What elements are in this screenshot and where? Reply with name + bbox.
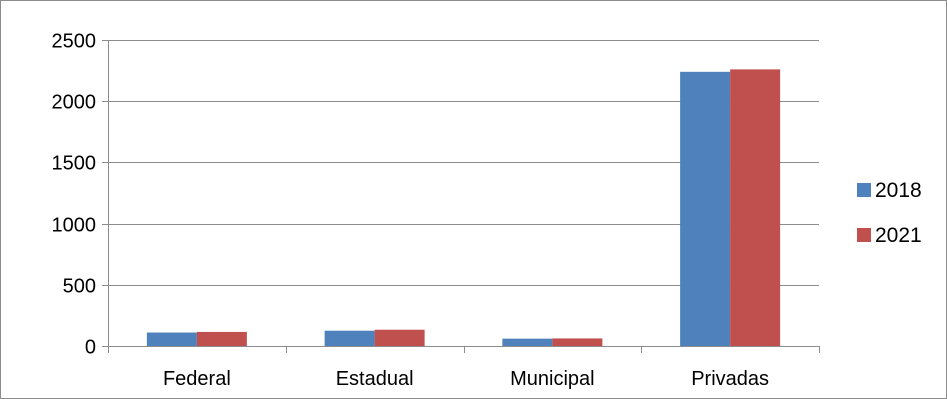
y-tick-label: 2500	[52, 31, 97, 53]
x-category-label: Federal	[163, 368, 231, 390]
y-tick-labels: 0 500 1000 1500 2000 2500	[52, 31, 97, 359]
y-tick-label: 2000	[52, 92, 97, 114]
x-category-label: Municipal	[510, 368, 594, 390]
y-tick-label: 500	[63, 276, 96, 298]
bar-federal-2021	[196, 331, 247, 346]
x-category-label: Privadas	[691, 368, 769, 390]
y-tick-label: 1000	[52, 215, 97, 237]
bar-municipal-2018	[502, 338, 553, 346]
bar-estadual-2018	[324, 330, 375, 346]
legend-swatch-2021	[857, 228, 871, 242]
legend: 2018 2021	[857, 179, 922, 247]
bar-estadual-2021	[374, 329, 425, 346]
legend-swatch-2018	[857, 183, 871, 197]
bar-federal-2018	[146, 332, 197, 346]
legend-label: 2018	[875, 179, 922, 202]
bar-privadas-2018	[680, 71, 731, 346]
bar-municipal-2021	[552, 338, 603, 346]
bars	[146, 69, 781, 346]
x-category-labels: Federal Estadual Municipal Privadas	[163, 368, 769, 390]
legend-label: 2021	[875, 224, 922, 247]
y-tick-label: 0	[85, 337, 96, 359]
axes	[102, 40, 820, 353]
bar-privadas-2021	[730, 69, 781, 346]
x-category-label: Estadual	[336, 368, 414, 390]
y-tick-label: 1500	[52, 153, 97, 175]
